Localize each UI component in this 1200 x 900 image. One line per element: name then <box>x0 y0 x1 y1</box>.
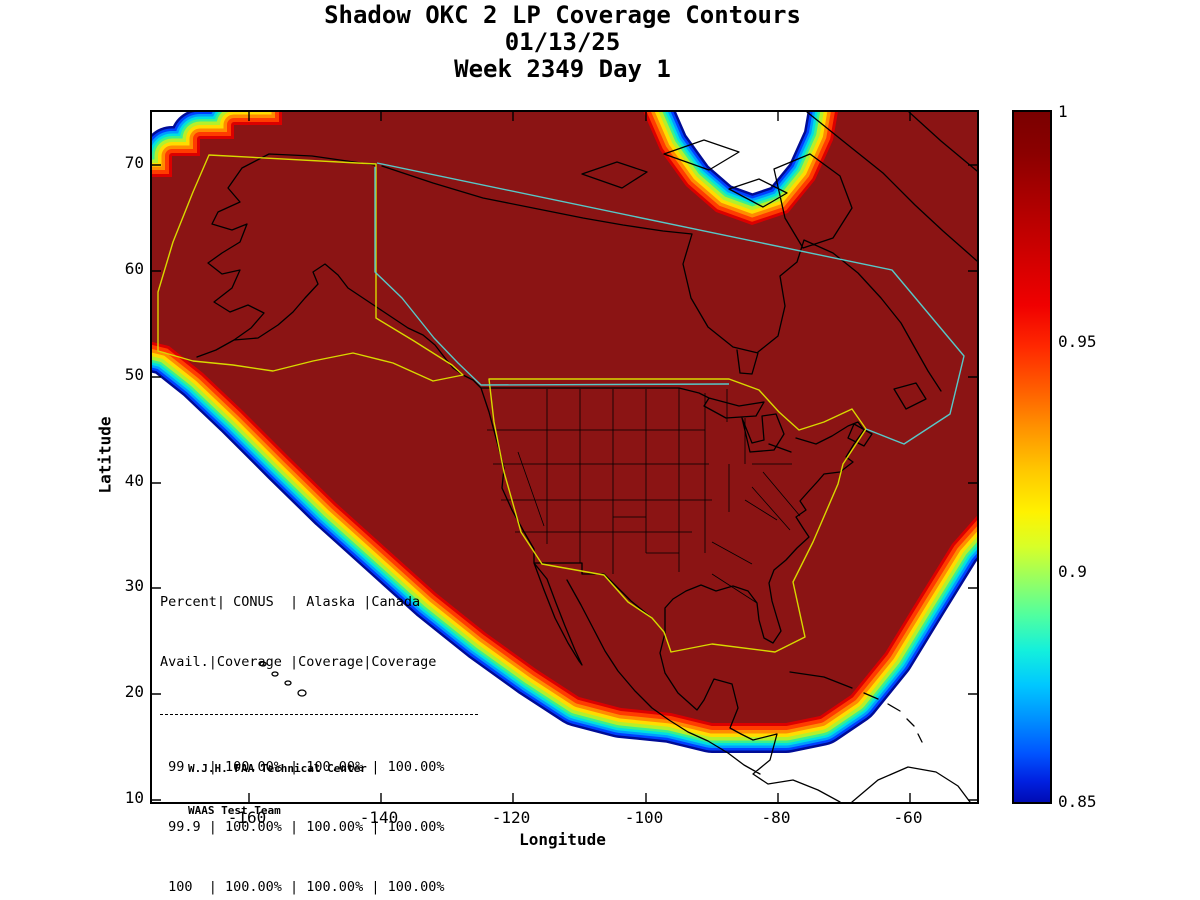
table-row: 99.9 | 100.00% | 100.00% | 100.00% <box>160 819 445 835</box>
y-tick-60: 60 <box>124 259 144 278</box>
coastlines <box>196 112 977 802</box>
table-header-1: Percent| CONUS | Alaska |Canada <box>160 594 421 610</box>
x-tick-n120: -120 <box>491 808 531 827</box>
x-tick-n60: -60 <box>893 808 923 827</box>
x-tick-n140: -140 <box>359 808 399 827</box>
y-tick-70: 70 <box>124 153 144 172</box>
table-row: 100 | 100.00% | 100.00% | 100.00% <box>160 879 445 895</box>
colorbar-tick-09: 0.9 <box>1058 562 1087 581</box>
y-tick-40: 40 <box>124 471 144 490</box>
x-tick-n160: -160 <box>227 808 267 827</box>
credit-annotation: W.J.H. FAA Technical Center WAAS Test Te… <box>188 734 367 846</box>
table-header-2: Avail.|Coverage |Coverage|Coverage <box>160 654 437 670</box>
title-line-2: 01/13/25 <box>504 28 621 56</box>
x-axis-label: Longitude <box>519 830 606 849</box>
plot-title: Shadow OKC 2 LP Coverage Contours 01/13/… <box>150 2 975 83</box>
colorbar-tick-085: 0.85 <box>1058 792 1097 811</box>
title-line-3: Week 2349 Day 1 <box>454 55 671 83</box>
canada-boundary <box>374 162 965 445</box>
plot-area: Percent| CONUS | Alaska |Canada Avail.|C… <box>150 110 979 895</box>
title-line-1: Shadow OKC 2 LP Coverage Contours <box>324 1 801 29</box>
x-tick-n80: -80 <box>761 808 791 827</box>
coverage-stats-table: Percent| CONUS | Alaska |Canada Avail.|C… <box>160 552 478 900</box>
table-separator <box>160 714 478 715</box>
credit-line-2: WAAS Test Team <box>188 804 281 817</box>
y-tick-10: 10 <box>124 788 144 807</box>
coverage-map <box>152 112 977 802</box>
tick-marks <box>152 112 977 802</box>
state-borders <box>487 388 801 604</box>
colorbar-tick-095: 0.95 <box>1058 332 1097 351</box>
x-tick-n100: -100 <box>624 808 664 827</box>
y-tick-50: 50 <box>124 365 144 384</box>
y-axis-label: Latitude <box>95 416 115 494</box>
y-tick-20: 20 <box>124 682 144 701</box>
credit-line-1: W.J.H. FAA Technical Center <box>188 762 367 775</box>
table-row: 99 | 100.00% | 100.00% | 100.00% <box>160 759 445 775</box>
y-tick-30: 30 <box>124 576 144 595</box>
colorbar-tick-1: 1 <box>1058 102 1068 121</box>
conus-alaska-boundary <box>157 154 867 653</box>
colorbar <box>1012 110 1052 804</box>
